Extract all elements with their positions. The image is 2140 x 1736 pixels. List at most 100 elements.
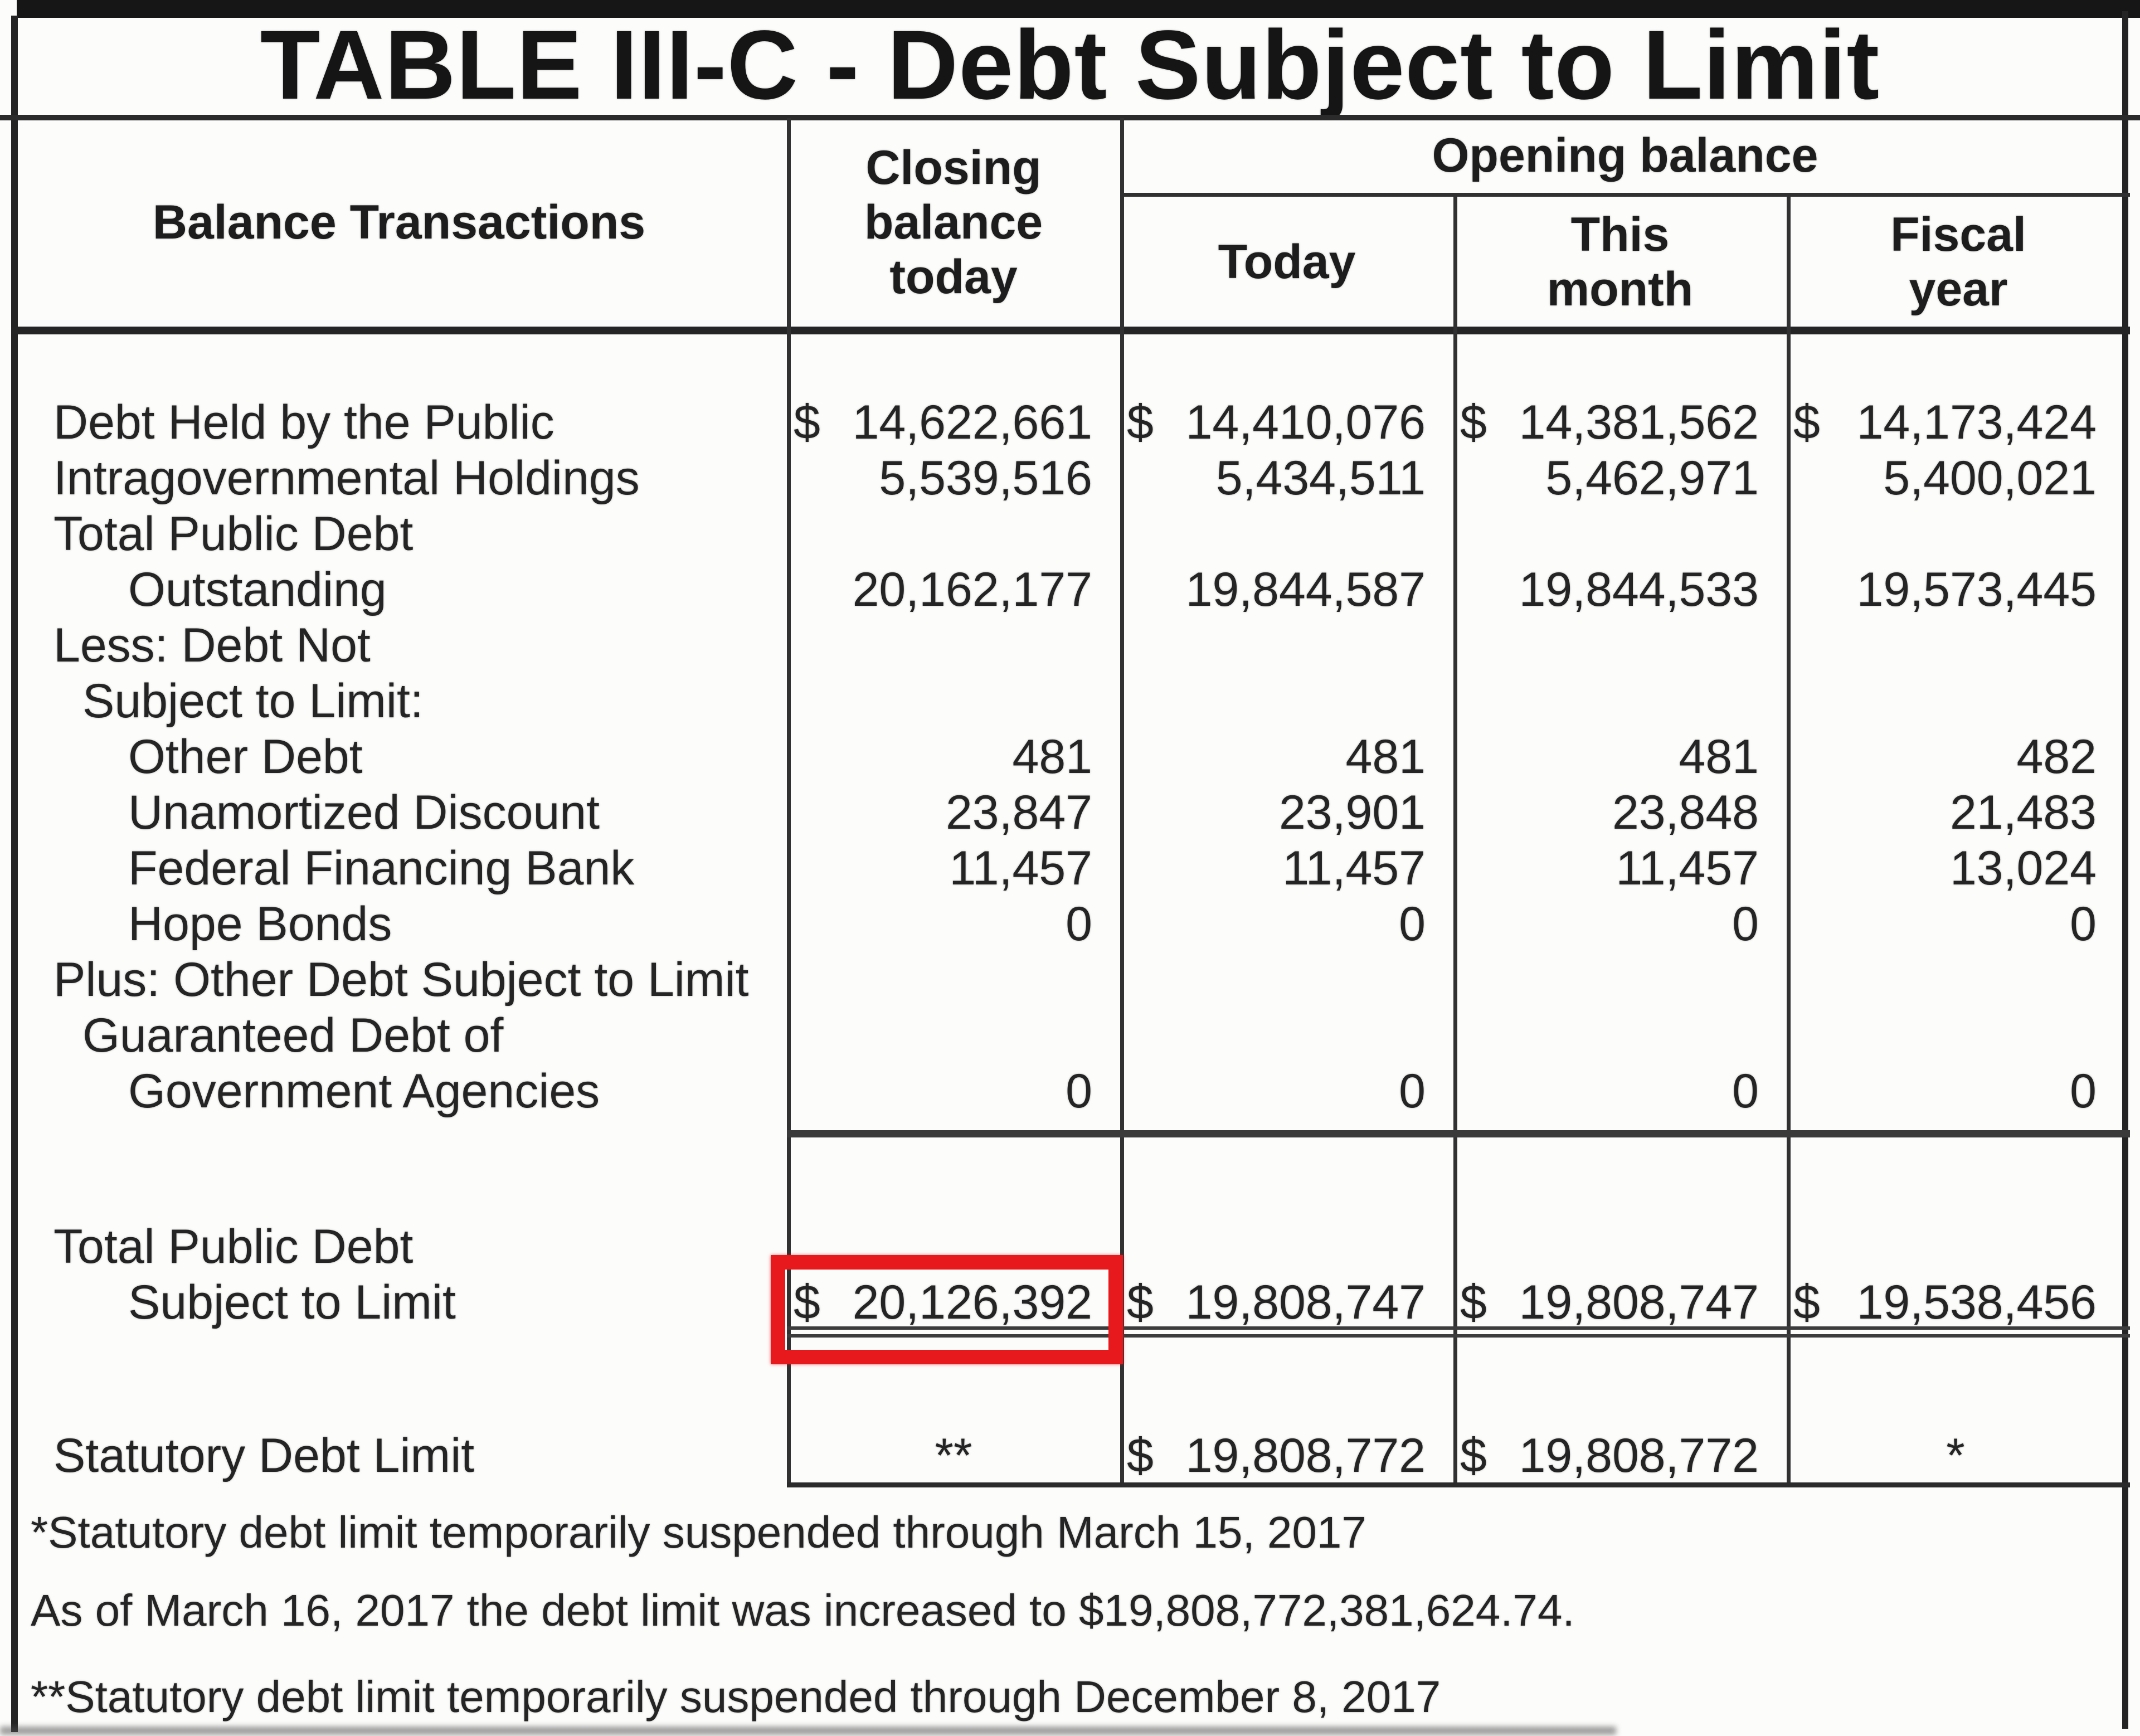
cell-opening-this-month: 0 <box>1453 896 1787 952</box>
totals-cell-opening-this-month: $ 19,808,747 <box>1453 1275 1787 1330</box>
cell-value: 19,844,533 <box>1519 563 1759 616</box>
statutory-cell-closing-note: ** <box>935 1429 972 1482</box>
red-highlight-box <box>771 1255 1123 1364</box>
header-line: balance <box>864 196 1043 249</box>
cell-value: 5,434,511 <box>1215 451 1426 505</box>
title-separator-rule <box>0 115 2140 120</box>
cell-opening-fiscal-year: 19,573,445 <box>1787 562 2124 617</box>
cell-opening-this-month <box>1453 617 1787 673</box>
row-label: Intragovernmental Holdings <box>54 451 640 505</box>
cell-closing-balance-today: 23,847 <box>787 785 1120 840</box>
cell-opening-today: 5,434,511 <box>1120 450 1453 506</box>
cell-value: 14,622,661 <box>852 396 1092 449</box>
cell-opening-fiscal-year: $14,173,424 <box>1787 395 2124 450</box>
cell-closing-balance-today <box>787 1008 1120 1063</box>
cell-opening-this-month: 19,844,533 <box>1453 562 1787 617</box>
header-line: This <box>1570 207 1670 261</box>
opening-balance-underline <box>1120 193 2130 197</box>
cell-closing-balance-today <box>787 617 1120 673</box>
cell-value: 5,539,516 <box>879 451 1092 505</box>
column-group-header-opening-balance: Opening balance <box>1432 129 1818 182</box>
cell-value: 481 <box>1012 730 1093 784</box>
table-row: Subject to Limit: <box>11 673 2124 729</box>
cell-value: 481 <box>1679 730 1759 784</box>
cell-opening-fiscal-year <box>1787 673 2124 729</box>
header-line: today <box>889 250 1018 304</box>
totals-cell-opening-today: $ 19,808,747 <box>1120 1275 1453 1330</box>
table-row: Unamortized Discount 23,847 23,901 23,84… <box>11 785 2124 840</box>
footnote-limit-increase: As of March 16, 2017 the debt limit was … <box>31 1586 1575 1635</box>
cell-value: 482 <box>2016 730 2097 784</box>
header-line: month <box>1546 262 1694 316</box>
column-divider <box>1787 194 1791 1487</box>
table-row: Outstanding 20,162,177 19,844,587 19,844… <box>11 562 2124 617</box>
dollar-sign: $ <box>1127 396 1154 449</box>
cell-opening-today <box>1120 1008 1453 1063</box>
totals-section-top-rule <box>787 1130 2130 1137</box>
cell-value: 0 <box>1399 1064 1426 1118</box>
dollar-sign: $ <box>1460 1429 1487 1482</box>
column-header-today: Today <box>1218 235 1356 289</box>
cell-value: 0 <box>1066 897 1092 951</box>
column-header-balance-transactions: Balance Transactions <box>152 196 646 249</box>
cell-opening-fiscal-year: 13,024 <box>1787 840 2124 896</box>
totals-double-rule <box>787 1326 2130 1330</box>
column-header-closing-balance-today: Closing balance today <box>787 118 1120 327</box>
totals-values-row: $ 20,126,392 $ 19,808,747 $ 19,808,747 $… <box>787 1275 2124 1330</box>
cell-opening-today: 19,844,587 <box>1120 562 1453 617</box>
dollar-sign: $ <box>1460 1276 1487 1329</box>
dollar-sign: $ <box>1793 1276 1820 1329</box>
cell-opening-today: 481 <box>1120 729 1453 785</box>
statutory-cell-opening-this-month: $ 19,808,772 <box>1453 1428 1787 1484</box>
cell-value: 13,024 <box>1949 842 2097 895</box>
cell-opening-this-month: 11,457 <box>1453 840 1787 896</box>
cell-value: 23,901 <box>1278 786 1426 839</box>
cell-closing-balance-today: 481 <box>787 729 1120 785</box>
header-bottom-rule <box>11 327 2130 334</box>
footnote-march-suspension: *Statutory debt limit temporarily suspen… <box>31 1508 1366 1557</box>
cell-value: 23,848 <box>1612 786 1759 839</box>
cell-opening-this-month: 0 <box>1453 1063 1787 1119</box>
header-line: Fiscal <box>1890 207 2026 261</box>
column-header-fiscal-year: Fiscal year <box>1787 197 2130 327</box>
table-row: Federal Financing Bank 11,457 11,457 11,… <box>11 840 2124 896</box>
cell-value: 5,400,021 <box>1883 451 2097 505</box>
cell-value: 0 <box>1399 897 1426 951</box>
cell-opening-fiscal-year <box>1787 952 2124 1008</box>
cell-opening-today: 0 <box>1120 896 1453 952</box>
table-row: Government Agencies 0 0 0 0 <box>11 1063 2124 1119</box>
row-label: Subject to Limit: <box>82 674 424 728</box>
row-label: Hope Bonds <box>128 897 392 951</box>
cell-value: 0 <box>2070 1064 2097 1118</box>
table-row: Total Public Debt <box>11 506 2124 562</box>
cell-closing-balance-today <box>787 952 1120 1008</box>
statutory-debt-limit-label: Statutory Debt Limit <box>54 1429 475 1482</box>
column-header-this-month: This month <box>1453 197 1787 327</box>
header-line: year <box>1909 262 2008 316</box>
totals-value: 19,538,456 <box>1856 1276 2097 1329</box>
cell-value: 14,173,424 <box>1856 396 2097 449</box>
table-bottom-rule <box>787 1482 2130 1487</box>
cell-value: 0 <box>1732 1064 1759 1118</box>
cell-opening-this-month: 5,462,971 <box>1453 450 1787 506</box>
cell-value: 481 <box>1345 730 1426 784</box>
statutory-values-row: ** $ 19,808,772 $ 19,808,772 * <box>787 1428 2124 1484</box>
cell-value: 11,457 <box>1616 842 1759 895</box>
cell-opening-today: 23,901 <box>1120 785 1453 840</box>
cell-closing-balance-today: 11,457 <box>787 840 1120 896</box>
scan-edge-bottom-smear <box>0 1727 1616 1735</box>
row-label: Less: Debt Not <box>54 619 371 672</box>
table-row: Less: Debt Not <box>11 617 2124 673</box>
column-divider <box>787 118 791 1487</box>
cell-opening-today <box>1120 952 1453 1008</box>
cell-opening-this-month <box>1453 506 1787 562</box>
totals-label-line2: Subject to Limit <box>128 1276 456 1329</box>
cell-opening-fiscal-year: 0 <box>1787 896 2124 952</box>
cell-value: 20,162,177 <box>852 563 1092 616</box>
cell-closing-balance-today: $14,622,661 <box>787 395 1120 450</box>
scan-edge-top-bar <box>17 0 2140 18</box>
table-row: Intragovernmental Holdings 5,539,516 5,4… <box>11 450 2124 506</box>
table-row: Debt Held by the Public $14,622,661 $14,… <box>11 395 2124 450</box>
cell-value: 11,457 <box>1282 842 1426 895</box>
cell-opening-today <box>1120 506 1453 562</box>
